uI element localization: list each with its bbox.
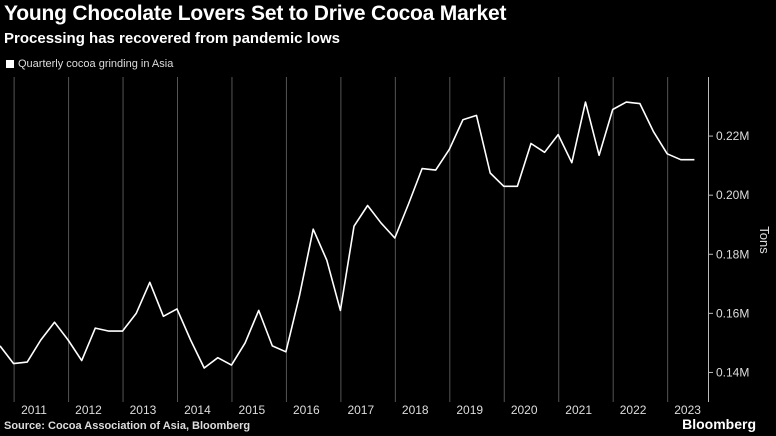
chart-subtitle: Processing has recovered from pandemic l…	[4, 30, 340, 47]
x-tick-label: 2013	[130, 403, 157, 417]
series-line	[0, 101, 695, 369]
x-tick-label: 2011	[21, 403, 47, 417]
x-tick-label: 2014	[184, 403, 211, 417]
x-tick-label: 2016	[293, 403, 320, 417]
x-tick-label: 2023	[674, 403, 701, 417]
y-tick-label: 0.18M	[716, 247, 749, 261]
x-tick-label: 2020	[511, 403, 538, 417]
x-tick-label: 2019	[456, 403, 483, 417]
source-note: Source: Cocoa Association of Asia, Bloom…	[4, 420, 251, 432]
x-tick-label: 2022	[620, 403, 647, 417]
legend: Quarterly cocoa grinding in Asia	[6, 58, 173, 70]
bloomberg-logo: Bloomberg	[682, 416, 756, 432]
legend-label: Quarterly cocoa grinding in Asia	[18, 58, 174, 70]
x-tick-label: 2017	[347, 403, 374, 417]
x-tick-label: 2018	[402, 403, 429, 417]
y-axis-label: Tons	[757, 226, 772, 254]
legend-swatch	[6, 60, 14, 68]
y-tick-label: 0.20M	[716, 188, 749, 202]
x-tick-label: 2012	[75, 403, 102, 417]
x-tick-label: 2015	[239, 403, 266, 417]
y-tick-label: 0.16M	[716, 306, 749, 320]
x-tick-label: 2021	[565, 403, 592, 417]
chart-title: Young Chocolate Lovers Set to Drive Coco…	[4, 2, 507, 25]
y-tick-label: 0.14M	[716, 365, 749, 379]
y-tick-label: 0.22M	[716, 129, 749, 143]
